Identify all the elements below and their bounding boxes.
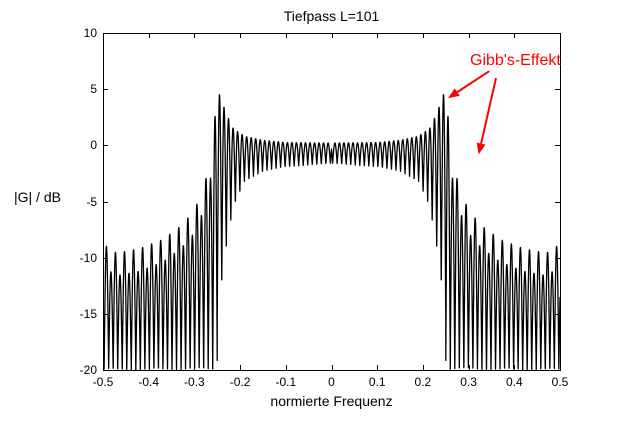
x-tick-label: -0.2 [229,375,251,389]
y-tick-label: 0 [90,138,97,153]
x-tick-label: 0.4 [505,375,523,389]
x-tick-label: -0.3 [184,375,205,389]
gibbs-effect-annotation: Gibb's-Effekt [470,52,561,69]
x-tick-label: -0.4 [138,375,160,389]
y-tick-label: -5 [86,194,97,209]
x-axis-label: normierte Frequenz [270,393,393,409]
x-tick-label: 0.5 [551,375,569,389]
x-tick-label: 0 [328,375,335,389]
y-tick-label: 10 [83,26,97,40]
y-tick-label: -20 [79,363,97,377]
x-tick-label: -0.1 [275,375,297,389]
x-tick-label: 0.2 [414,375,432,389]
x-tick-label: -0.5 [92,375,114,389]
x-tick-label: 0.3 [460,375,477,389]
y-tick-label: -15 [79,306,97,321]
y-tick-label: 5 [90,82,97,97]
x-tick-label: 0.1 [368,375,386,389]
y-tick-label: -10 [79,250,97,265]
